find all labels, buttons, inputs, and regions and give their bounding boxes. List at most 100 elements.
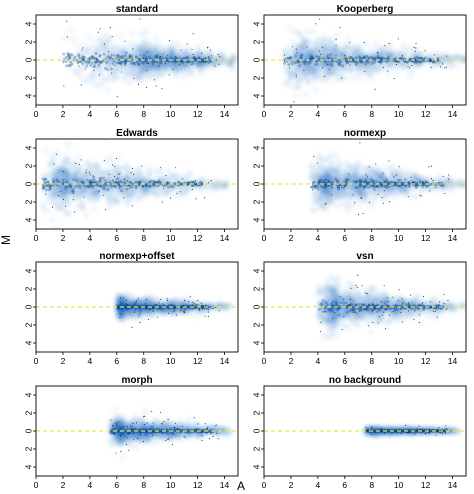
x-tick-label-kooperberg: 2 (289, 109, 294, 119)
density-cloud-kooperberg (282, 18, 466, 103)
x-tick-label-normexp: 0 (262, 233, 267, 243)
x-tick-label-no-background: 8 (369, 480, 374, 490)
y-tick-label-no-background: 0 (251, 428, 261, 433)
y-tick-label-normexp: 4 (251, 217, 261, 222)
x-tick-label-standard: 2 (61, 109, 66, 119)
panel-title-no-background: no background (329, 375, 401, 386)
panel-normexp-offset: normexp+offset 0 2 4 6 8 10 12 14 4 2 0 2 4 (23, 251, 239, 366)
y-tick-label-morph: 2 (23, 410, 33, 415)
y-tick-label-standard: 2 (23, 39, 33, 44)
x-tick-label-normexp: 10 (394, 233, 404, 243)
density-cloud-normexp-offset (114, 292, 234, 328)
x-tick-label-morph: 0 (34, 480, 39, 490)
panel-no-background: no background 0 2 4 6 8 10 12 14 4 2 0 2 4 (251, 375, 467, 490)
y-tick-label-edwards: 0 (23, 181, 33, 186)
y-tick-label-morph: 2 (23, 446, 33, 451)
y-tick-label-no-background: 2 (251, 410, 261, 415)
panel-title-morph: morph (121, 375, 152, 386)
y-tick-label-standard: 0 (23, 57, 33, 62)
y-tick-label-kooperberg: 0 (251, 57, 261, 62)
y-tick-label-normexp-offset: 2 (23, 286, 33, 291)
panel-normexp: normexp 0 2 4 6 8 10 12 14 4 2 0 2 4 (251, 128, 467, 243)
y-tick-label-standard: 4 (23, 93, 33, 98)
x-tick-label-normexp-offset: 6 (114, 356, 119, 366)
x-tick-label-no-background: 2 (289, 480, 294, 490)
x-tick-label-vsn: 14 (448, 356, 458, 366)
x-tick-label-vsn: 12 (421, 356, 431, 366)
y-tick-label-normexp: 2 (251, 163, 261, 168)
x-tick-label-no-background: 4 (315, 480, 320, 490)
x-tick-label-normexp-offset: 4 (87, 356, 92, 366)
y-tick-label-morph: 4 (23, 464, 33, 469)
panel-vsn: vsn 0 2 4 6 8 10 12 14 4 2 0 2 4 (251, 251, 467, 366)
panel-kooperberg: Kooperberg 0 2 4 6 8 10 12 14 4 2 0 2 4 (251, 4, 467, 119)
y-tick-label-vsn: 2 (251, 322, 261, 327)
x-tick-label-normexp-offset: 2 (61, 356, 66, 366)
panel-title-standard: standard (116, 4, 158, 15)
x-tick-label-standard: 6 (114, 109, 119, 119)
x-tick-label-morph: 2 (61, 480, 66, 490)
x-tick-label-normexp-offset: 8 (141, 356, 146, 366)
x-tick-label-normexp: 14 (448, 233, 458, 243)
x-tick-label-morph: 4 (87, 480, 92, 490)
y-tick-label-kooperberg: 4 (251, 21, 261, 26)
x-tick-label-no-background: 6 (342, 480, 347, 490)
x-tick-label-edwards: 2 (61, 233, 66, 243)
y-tick-label-kooperberg: 4 (251, 93, 261, 98)
x-tick-label-normexp: 12 (421, 233, 431, 243)
x-tick-label-normexp: 4 (315, 233, 320, 243)
x-tick-label-morph: 14 (220, 480, 230, 490)
y-tick-label-edwards: 4 (23, 217, 33, 222)
y-tick-label-normexp-offset: 4 (23, 340, 33, 345)
y-axis-label: M (0, 235, 13, 245)
y-tick-label-no-background: 2 (251, 446, 261, 451)
panel-title-kooperberg: Kooperberg (337, 4, 394, 15)
y-tick-label-kooperberg: 2 (251, 39, 261, 44)
panel-title-vsn: vsn (356, 251, 373, 262)
panel-morph: morph 0 2 4 6 8 10 12 14 4 2 0 2 4 (23, 375, 239, 490)
y-tick-label-normexp-offset: 2 (23, 322, 33, 327)
x-tick-label-kooperberg: 10 (394, 109, 404, 119)
x-tick-label-morph: 12 (193, 480, 203, 490)
y-tick-label-standard: 2 (23, 75, 33, 80)
x-tick-label-vsn: 4 (315, 356, 320, 366)
x-tick-label-vsn: 2 (289, 356, 294, 366)
y-tick-label-morph: 0 (23, 428, 33, 433)
panel-title-normexp: normexp (344, 128, 386, 139)
y-tick-label-no-background: 4 (251, 464, 261, 469)
x-tick-label-morph: 10 (166, 480, 176, 490)
x-tick-label-kooperberg: 12 (421, 109, 431, 119)
x-tick-label-standard: 4 (87, 109, 92, 119)
x-tick-label-vsn: 10 (394, 356, 404, 366)
x-tick-label-standard: 14 (220, 109, 230, 119)
x-tick-label-no-background: 14 (448, 480, 458, 490)
y-tick-label-kooperberg: 2 (251, 75, 261, 80)
y-tick-label-morph: 4 (23, 392, 33, 397)
density-cloud-normexp (308, 142, 466, 216)
x-tick-label-standard: 0 (34, 109, 39, 119)
x-tick-label-vsn: 0 (262, 356, 267, 366)
x-tick-label-no-background: 10 (394, 480, 404, 490)
x-tick-label-morph: 8 (141, 480, 146, 490)
x-tick-label-no-background: 12 (421, 480, 431, 490)
x-tick-label-kooperberg: 14 (448, 109, 458, 119)
x-tick-label-edwards: 14 (220, 233, 230, 243)
x-tick-label-kooperberg: 4 (315, 109, 320, 119)
panel-title-edwards: Edwards (116, 128, 158, 139)
y-tick-label-normexp: 0 (251, 181, 261, 186)
x-tick-label-standard: 12 (193, 109, 203, 119)
y-tick-label-vsn: 4 (251, 340, 261, 345)
x-tick-label-vsn: 6 (342, 356, 347, 366)
y-tick-label-vsn: 4 (251, 268, 261, 273)
x-tick-label-edwards: 12 (193, 233, 203, 243)
y-tick-label-no-background: 4 (251, 392, 261, 397)
panel-standard: standard 0 2 4 6 8 10 12 14 4 2 0 2 4 (23, 4, 239, 119)
x-tick-label-normexp-offset: 0 (34, 356, 39, 366)
x-tick-label-edwards: 8 (141, 233, 146, 243)
x-tick-label-normexp-offset: 12 (193, 356, 203, 366)
density-cloud-standard (60, 18, 237, 98)
y-tick-label-normexp: 4 (251, 145, 261, 150)
x-tick-label-normexp: 6 (342, 233, 347, 243)
x-tick-label-normexp-offset: 14 (220, 356, 230, 366)
